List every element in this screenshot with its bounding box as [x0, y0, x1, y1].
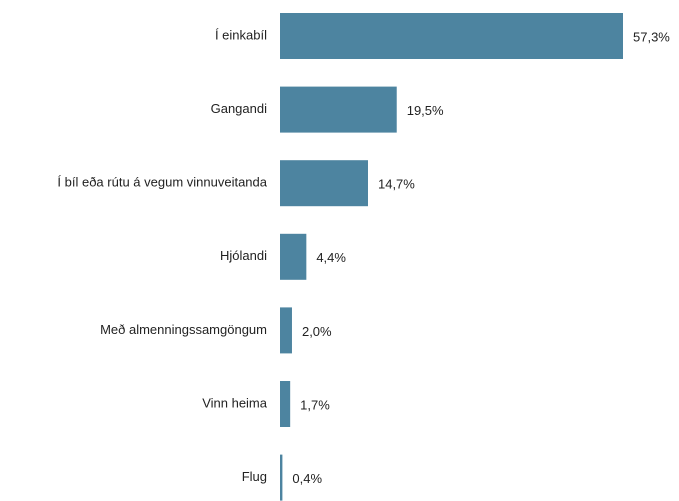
value-label: 0,4%: [292, 471, 322, 486]
bar: [280, 86, 397, 133]
value-label: 2,0%: [302, 324, 332, 339]
category-label: Gangandi: [211, 101, 267, 116]
value-label: 19,5%: [407, 103, 444, 118]
category-label: Með almenningssamgöngum: [100, 322, 267, 337]
category-label: Vinn heima: [202, 395, 268, 410]
bar: [280, 13, 623, 59]
bar: [280, 454, 283, 501]
category-label: Hjólandi: [220, 248, 267, 263]
bar: [280, 160, 368, 207]
category-label: Í bíl eða rútu á vegum vinnuveitanda: [57, 175, 267, 190]
bar: [280, 307, 292, 354]
value-label: 1,7%: [300, 397, 330, 412]
value-label: 4,4%: [316, 250, 346, 265]
category-label: Í einkabíl: [215, 27, 267, 42]
bar: [280, 233, 307, 280]
value-label: 57,3%: [633, 29, 670, 44]
value-label: 14,7%: [378, 177, 415, 192]
category-label: Flug: [242, 469, 267, 484]
bar: [280, 381, 291, 427]
